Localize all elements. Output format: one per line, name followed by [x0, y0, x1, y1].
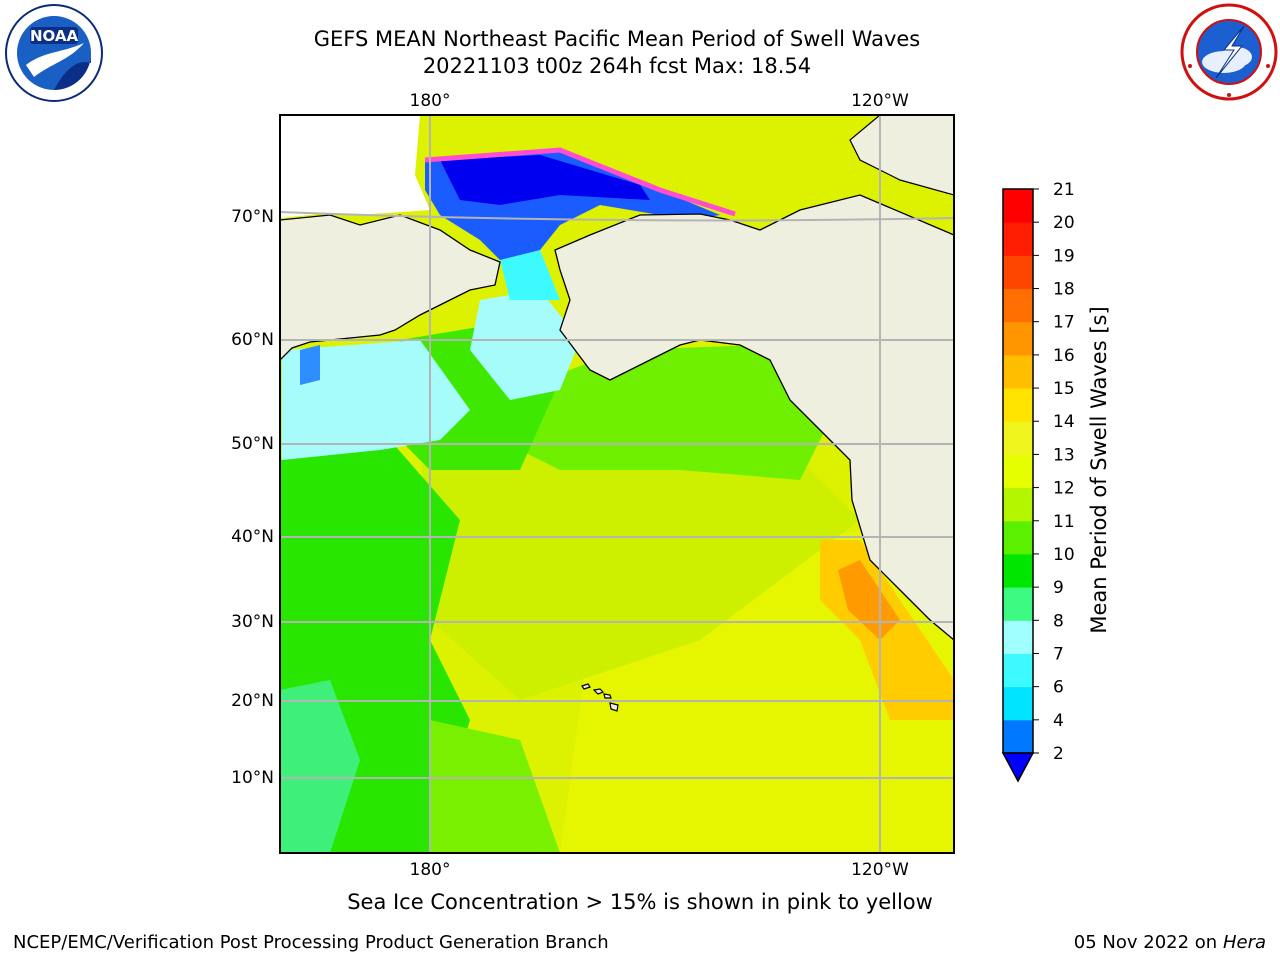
colorbar-bin	[1003, 222, 1033, 256]
period-12-zone-south	[430, 720, 560, 853]
lat-label-50n: 50°N	[231, 434, 274, 454]
colorbar-bin	[1003, 354, 1033, 389]
colorbar-tick-label: 7	[1053, 644, 1064, 664]
colorbar-bin	[1003, 421, 1033, 455]
arctic-ocean-unshaded	[280, 115, 430, 218]
colorbar-bin	[1003, 487, 1033, 522]
lat-label-40n: 40°N	[231, 527, 274, 547]
lat-label-30n: 30°N	[231, 612, 274, 632]
land-siberia	[280, 115, 501, 361]
colorbar-bin	[1003, 553, 1033, 588]
chart-title: GEFS MEAN Northeast Pacific Mean Period …	[313, 27, 921, 51]
period-below-2-zone	[440, 155, 650, 205]
colorbar-frame	[1002, 188, 1034, 754]
colorbar-bin	[1003, 255, 1033, 290]
period-7-zone	[500, 250, 560, 300]
colorbar: 2 4 6 7 8 9 10 11 12 13 14 15 16 17 18 19 20 21	[1001, 180, 1075, 783]
map-frame	[279, 114, 955, 854]
lon-label-top-180: 180°	[410, 91, 451, 111]
lon-label-top-120w: 120°W	[851, 91, 909, 111]
colorbar-tick-label: 13	[1053, 445, 1075, 465]
chart-subtitle: 20221103 t00z 264h fcst Max: 18.54	[422, 54, 812, 78]
colorbar-tick-label: 8	[1053, 611, 1064, 631]
period-8-zone-strait	[470, 290, 580, 400]
lat-label-20n: 20°N	[231, 691, 274, 711]
lat-label-70n: 70°N	[231, 207, 274, 227]
colorbar-tick-label: 2	[1053, 744, 1064, 764]
colorbar-bin	[1003, 454, 1033, 489]
colorbar-bin	[1003, 388, 1033, 422]
colorbar-tick-label: 17	[1053, 313, 1075, 333]
svg-text:NOAA: NOAA	[30, 27, 79, 45]
colorbar-tick-label: 10	[1053, 545, 1075, 565]
colorbar-bin	[1003, 321, 1033, 356]
land-north-america	[554, 194, 954, 641]
colorbar-tick-label: 21	[1053, 180, 1075, 200]
footer-date-text: 05 Nov 2022 on	[1073, 932, 1218, 953]
colorbar-tick-label: 18	[1053, 280, 1075, 300]
lat-label-10n: 10°N	[231, 768, 274, 788]
colorbar-bin	[1003, 719, 1033, 754]
period-10-zone-south	[280, 680, 360, 853]
colorbar-bin	[1003, 189, 1033, 223]
colorbar-tick-label: 6	[1053, 678, 1064, 698]
colorbar-bin	[1003, 620, 1033, 654]
period-17-zone	[838, 560, 900, 640]
colorbar-tick-label: 15	[1053, 379, 1075, 399]
colorbar-bin	[1003, 653, 1033, 688]
sea-ice-edge	[424, 147, 736, 217]
colorbar-tick-label: 11	[1053, 512, 1075, 532]
national-weather-service-logo	[1178, 2, 1280, 102]
period-13-zone	[420, 420, 860, 700]
period-4-zone	[300, 345, 320, 385]
period-12-zone-gulf	[500, 345, 830, 480]
colorbar-tick-label: 16	[1053, 346, 1075, 366]
colorbar-tick-label: 12	[1053, 479, 1075, 499]
colorbar-bin	[1003, 288, 1033, 323]
footer-credit: NCEP/EMC/Verification Post Processing Pr…	[13, 932, 609, 953]
footer-date: 05 Nov 2022 on Hera	[1074, 932, 1266, 953]
colorbar-tick-label: 19	[1053, 246, 1075, 266]
colorbar-tick-label: 4	[1053, 711, 1064, 731]
lon-label-bottom-120w: 120°W	[851, 860, 909, 880]
colorbar-bin	[1003, 686, 1033, 721]
colorbar-tick-label: 14	[1053, 412, 1075, 432]
colorbar-bin	[1003, 520, 1033, 555]
period-8-zone-bering	[282, 340, 470, 460]
colorbar-under-arrow	[1001, 752, 1035, 783]
noaa-logo: NOAA	[4, 3, 104, 103]
land-arctic-islands	[849, 115, 954, 196]
land-hawaii	[581, 683, 619, 712]
sea-ice-note: Sea Ice Concentration > 15% is shown in …	[347, 890, 933, 914]
lon-label-bottom-180: 180°	[410, 860, 451, 880]
colorbar-bin	[1003, 587, 1033, 621]
footer-machine: Hera	[1222, 932, 1266, 953]
colorbar-tick-label: 9	[1053, 578, 1064, 598]
lat-label-60n: 60°N	[231, 330, 274, 350]
colorbar-title: Mean Period of Swell Waves [s]	[1087, 306, 1111, 633]
graticule	[279, 115, 955, 853]
colorbar-tick-label: 20	[1053, 213, 1075, 233]
